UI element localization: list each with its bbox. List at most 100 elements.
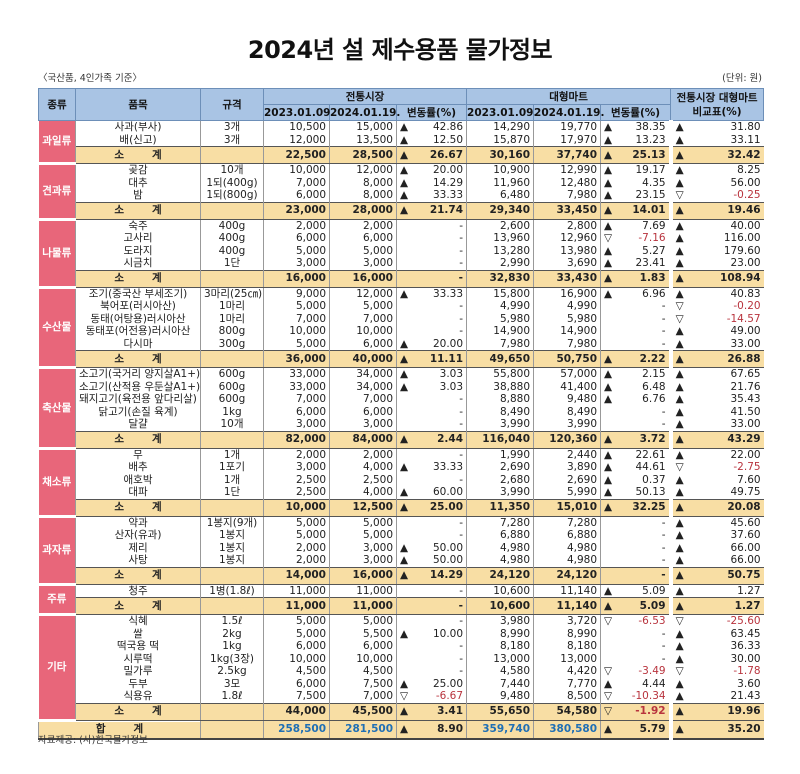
traditional-change: - [395,219,467,232]
change-value: 116.00 [723,232,761,244]
traditional-2024: 3,000 [329,541,397,554]
mart-2023: 14,900 [466,325,534,338]
traditional-change: - [395,269,467,288]
change-value: - [661,554,666,566]
up-arrow-icon: ▲ [400,501,409,514]
change-value: 13.23 [635,133,666,146]
change-value: - [459,244,464,257]
header-traditional: 전통시장 [262,88,468,105]
up-arrow-icon: ▲ [604,244,613,257]
category-label: 채소류 [38,448,76,518]
change-value: 21.74 [429,204,464,217]
traditional-2024: 8,000 [329,189,397,202]
up-arrow-icon: ▲ [675,448,684,461]
mart-2024: 120,360 [533,430,601,449]
traditional-2023: 6,000 [263,405,330,418]
item-spec: 1마리 [200,312,264,325]
item-name: 배추 [75,461,201,474]
up-arrow-icon: ▲ [400,176,409,189]
traditional-2024: 6,000 [329,640,397,653]
compare-percent: ▲ 33.00 [668,337,764,351]
mart-change: ▲ 22.61 [600,448,671,461]
change-value: 3.72 [639,433,666,446]
traditional-2024: 2,500 [329,473,397,486]
up-arrow-icon: ▲ [604,599,613,612]
change-value: 33.33 [432,461,464,473]
mart-2023: 55,650 [466,702,534,721]
mart-2024: 3,720 [533,614,601,628]
mart-change: ▲ 23.41 [600,257,671,270]
up-arrow-icon: ▲ [675,705,684,718]
mart-change: ▽ -1.92 [600,702,671,721]
change-value: 35.20 [727,722,761,735]
mart-2024: 50,750 [533,350,601,368]
subtotal-row: 소계 10,000 12,500 ▲ 25.00 11,350 15,010 ▲ 32.25 ▲ 2… [39,498,764,517]
compare-percent: ▲ 67.65 [668,367,764,381]
change-value: 40.83 [730,287,761,300]
change-value: -0.25 [733,189,761,201]
mart-2023: 4,980 [466,554,534,567]
traditional-2023: 5,000 [263,337,330,351]
mart-2024: 7,280 [533,516,601,529]
traditional-change: - [395,393,467,406]
traditional-change: ▽ -6.67 [395,690,467,703]
change-value: 33.00 [730,418,761,430]
price-table: 종류 품목 규격 전통시장 대형마트 전통시장 대형마트 비교표(%) 2023… [38,88,765,740]
traditional-2024: 16,000 [329,269,397,288]
mart-2024: 2,800 [533,219,601,232]
traditional-change: ▲ 12.50 [395,133,467,147]
mart-change: ▲ 23.15 [600,189,671,202]
item-spec: 3개 [200,133,264,147]
up-arrow-icon: ▲ [604,121,613,133]
category-label: 과일류 [38,120,76,165]
change-value: -25.60 [726,615,761,627]
item-name: 사과(부사) [75,120,201,134]
mart-2024: 9,480 [533,393,601,406]
up-arrow-icon: ▲ [604,393,613,405]
traditional-2023: 7,000 [263,393,330,406]
traditional-2024: 8,000 [329,176,397,189]
mart-2023: 2,600 [466,219,534,232]
change-value: 1.27 [734,599,761,612]
item-name: 다시마 [75,337,201,351]
change-value: 35.43 [730,393,761,405]
header-t-date2: 2024.01.19. [329,104,401,121]
mart-change: ▲ 0.37 [600,473,671,486]
mart-change: - [600,516,671,529]
subtotal-label: 소계 [75,350,201,368]
compare-percent: ▲ 23.00 [668,257,764,270]
traditional-change: - [395,405,467,418]
compare-percent: ▲ 31.80 [668,120,764,134]
total-label: 합계 [38,720,201,740]
down-arrow-icon: ▽ [675,312,684,325]
mart-change: ▲ 5.09 [600,584,671,598]
mart-2024: 33,450 [533,201,601,220]
item-spec: 1단 [200,486,264,499]
change-value: 20.00 [432,164,464,176]
up-arrow-icon: ▲ [604,448,613,461]
change-value: 63.45 [730,627,761,640]
mart-2023: 2,690 [466,461,534,474]
change-value: 3.60 [737,677,761,690]
subtotal-row: 소계 36,000 40,000 ▲ 11.11 49,650 50,750 ▲ 2.22 ▲ 26… [39,350,764,368]
subtotal-label: 소계 [75,498,201,517]
subtotal-row: 소계 16,000 16,000-32,830 33,430 ▲ 1.83 ▲ 108.94 [39,269,764,288]
mart-2023: 6,480 [466,189,534,202]
item-name: 대파 [75,486,201,499]
mart-2024: 19,770 [533,120,601,134]
traditional-2023: 33,000 [263,380,330,393]
traditional-change: ▲ 33.33 [395,461,467,474]
mart-2024: 5,990 [533,486,601,499]
up-arrow-icon: ▲ [675,176,684,189]
subtotal-label: 소계 [75,597,201,615]
compare-percent: ▲ 26.88 [668,350,764,368]
subtotal-spec [200,566,264,585]
down-arrow-icon: ▽ [604,232,613,244]
change-value: 23.15 [635,189,666,201]
item-spec: 2kg [200,627,264,640]
item-spec: 1마리 [200,300,264,313]
mart-change: ▲ 25.13 [600,146,671,164]
change-value: 14.01 [632,204,666,217]
traditional-2023: 7,000 [263,176,330,189]
traditional-change: - [395,516,467,529]
